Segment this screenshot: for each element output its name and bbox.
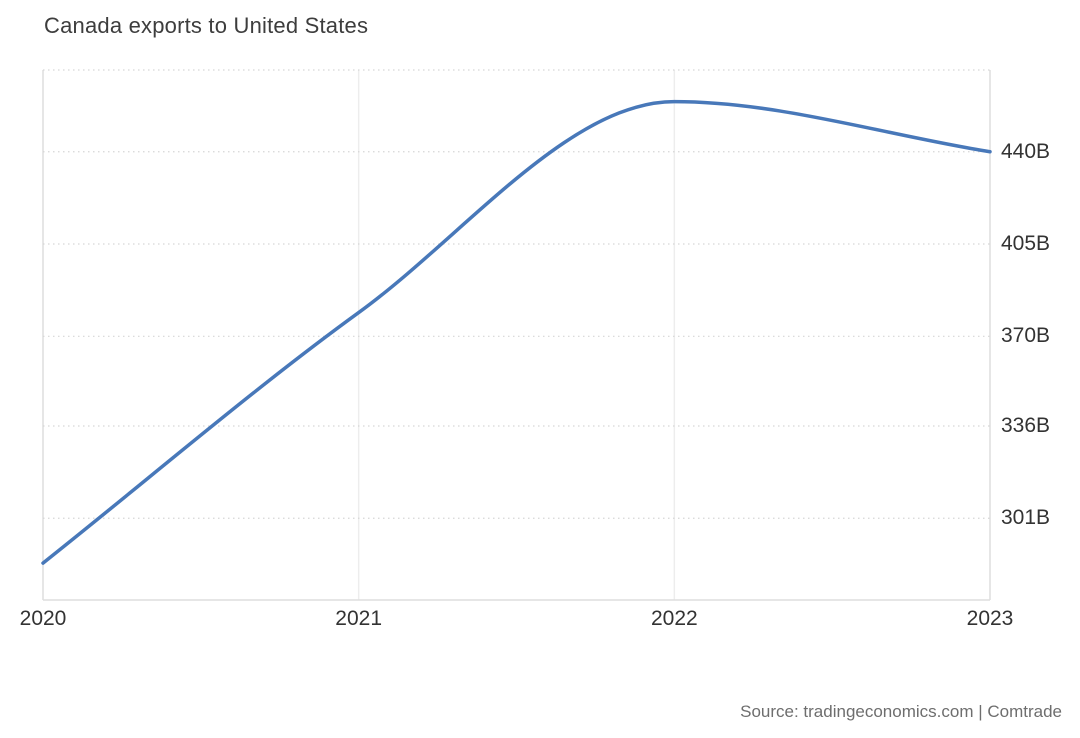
chart-title: Canada exports to United States — [44, 13, 369, 38]
y-tick-label-440b: 440B — [1001, 139, 1051, 163]
y-tick-label-370b: 370B — [1001, 324, 1051, 348]
source-attribution: Source: tradingeconomics.com | Comtrade — [740, 702, 1062, 721]
y-tick-label-301b: 301B — [1001, 506, 1051, 530]
x-tick-label-2021: 2021 — [335, 607, 383, 630]
y-tick-label-336b: 336B — [1001, 413, 1051, 437]
x-tick-label-2020: 2020 — [19, 607, 67, 630]
x-tick-label-2022: 2022 — [650, 607, 698, 630]
x-tick-label-2023: 2023 — [966, 607, 1014, 630]
y-tick-label-405b: 405B — [1001, 232, 1051, 256]
data-series-line — [41, 99, 992, 565]
